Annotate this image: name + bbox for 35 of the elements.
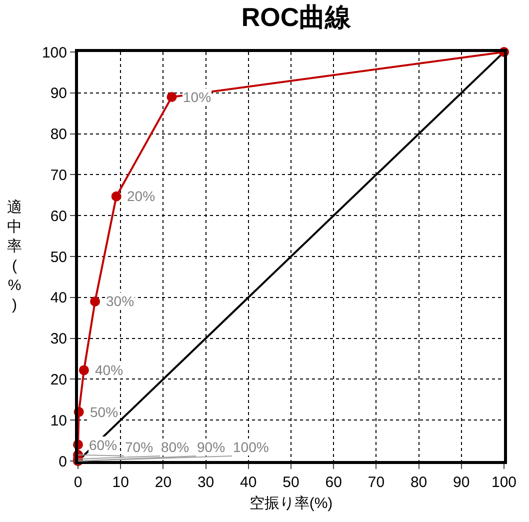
y-tick-label: 90 xyxy=(50,85,67,102)
x-tick-label: 40 xyxy=(240,474,257,491)
x-tick-label: 70 xyxy=(368,474,385,491)
y-axis-title: 適中率(%) xyxy=(7,199,22,314)
y-tick-label: 60 xyxy=(50,208,67,225)
y-tick-label: 0 xyxy=(58,453,67,470)
annotation: 50% xyxy=(90,404,118,420)
x-tick-label: 80 xyxy=(410,474,428,491)
annotation: 40% xyxy=(95,362,124,378)
y-tick-label: 40 xyxy=(50,290,67,307)
x-tick-label: 100 xyxy=(491,474,517,491)
x-tick-label: 90 xyxy=(453,474,470,491)
x-tick-label: 60 xyxy=(325,474,342,491)
x-tick-label: 10 xyxy=(112,474,129,491)
y-tick-label: 20 xyxy=(50,371,67,388)
y-tick-label: 100 xyxy=(42,44,67,62)
y-tick-label: 30 xyxy=(50,330,67,348)
y-tick-label: 80 xyxy=(50,126,67,144)
x-tick-label: 20 xyxy=(154,474,172,491)
annotation: 30% xyxy=(106,293,134,309)
x-tick-label: 50 xyxy=(282,474,300,491)
chart-title: ROC曲線 xyxy=(241,2,352,32)
annotation: 70% xyxy=(125,439,154,455)
annotation: 90% xyxy=(197,439,226,455)
annotation: 80% xyxy=(161,439,190,455)
annotation: 60% xyxy=(89,437,118,453)
x-tick-label: 0 xyxy=(74,474,82,491)
annotation: 20% xyxy=(127,188,156,204)
y-tick-label: 70 xyxy=(50,166,67,184)
x-tick-label: 30 xyxy=(197,474,214,491)
x-axis-title: 空振り率(%) xyxy=(249,495,333,512)
annotation: 100% xyxy=(233,439,269,455)
y-tick-label: 50 xyxy=(50,248,67,266)
annotation: 10% xyxy=(183,89,212,105)
y-tick-label: 10 xyxy=(50,412,67,430)
